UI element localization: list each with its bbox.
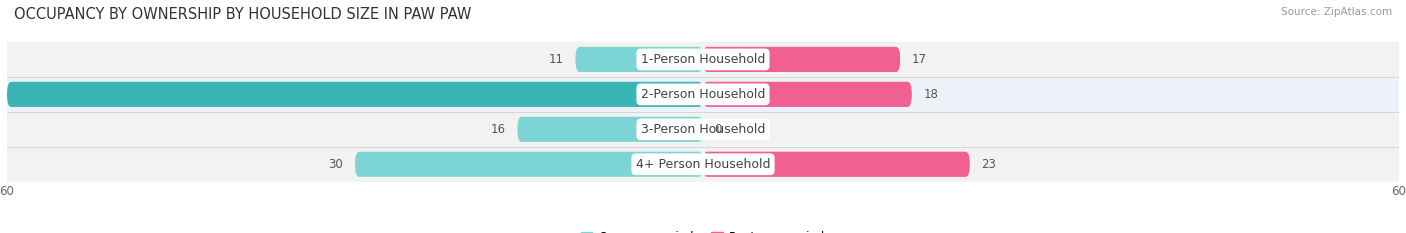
Text: 2-Person Household: 2-Person Household xyxy=(641,88,765,101)
Text: 30: 30 xyxy=(329,158,343,171)
FancyBboxPatch shape xyxy=(7,42,1399,77)
Text: 18: 18 xyxy=(924,88,938,101)
FancyBboxPatch shape xyxy=(575,47,703,72)
FancyBboxPatch shape xyxy=(7,77,1399,112)
Text: 23: 23 xyxy=(981,158,997,171)
Text: 4+ Person Household: 4+ Person Household xyxy=(636,158,770,171)
Text: 3-Person Household: 3-Person Household xyxy=(641,123,765,136)
FancyBboxPatch shape xyxy=(7,112,1399,147)
Text: 17: 17 xyxy=(912,53,927,66)
Text: 11: 11 xyxy=(548,53,564,66)
Text: 0: 0 xyxy=(714,123,721,136)
FancyBboxPatch shape xyxy=(517,117,703,142)
FancyBboxPatch shape xyxy=(7,147,1399,182)
Text: OCCUPANCY BY OWNERSHIP BY HOUSEHOLD SIZE IN PAW PAW: OCCUPANCY BY OWNERSHIP BY HOUSEHOLD SIZE… xyxy=(14,7,471,22)
FancyBboxPatch shape xyxy=(703,47,900,72)
FancyBboxPatch shape xyxy=(7,82,703,107)
Legend: Owner-occupied, Renter-occupied: Owner-occupied, Renter-occupied xyxy=(576,226,830,233)
FancyBboxPatch shape xyxy=(354,152,703,177)
Text: 16: 16 xyxy=(491,123,506,136)
FancyBboxPatch shape xyxy=(703,82,912,107)
Text: Source: ZipAtlas.com: Source: ZipAtlas.com xyxy=(1281,7,1392,17)
FancyBboxPatch shape xyxy=(703,152,970,177)
Text: 1-Person Household: 1-Person Household xyxy=(641,53,765,66)
